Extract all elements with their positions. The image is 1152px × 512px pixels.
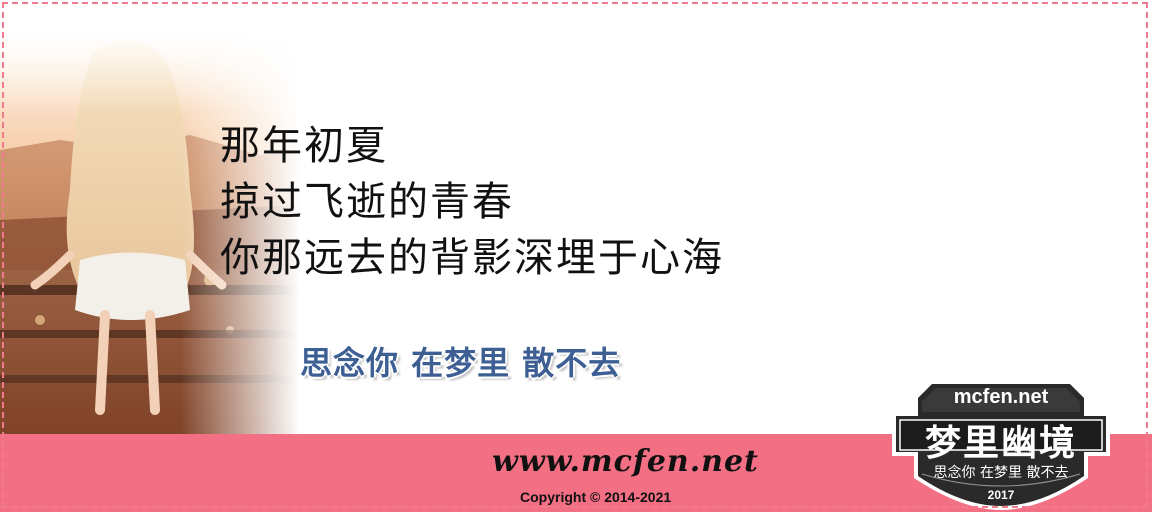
site-logo-badge[interactable]: mcfen.net 梦里幽境 思念你 在梦里 散不去 2017 [890,378,1112,512]
anime-girl-illustration [0,30,300,434]
poem: 那年初夏 掠过飞逝的青春 你那远去的背影深埋于心海 [220,118,724,286]
illustration-graphic [0,30,300,434]
badge-domain: mcfen.net [953,386,1049,408]
badge-shape [892,380,1110,510]
poem-line-2: 掠过飞逝的青春 [220,179,514,225]
copyright-text: Copyright © 2014-2021 [520,489,672,505]
poem-line-1: 那年初夏 [220,123,388,169]
site-url-link[interactable]: www.mcfen.net [492,444,759,479]
poem-line-3: 你那远去的背影深埋于心海 [220,235,724,281]
badge-title: 梦里幽境 [924,423,1077,464]
slogan: 思念你 在梦里 散不去 [300,344,622,382]
badge-year: 2017 [987,488,1015,502]
badge-subtitle: 思念你 在梦里 散不去 [933,465,1069,481]
